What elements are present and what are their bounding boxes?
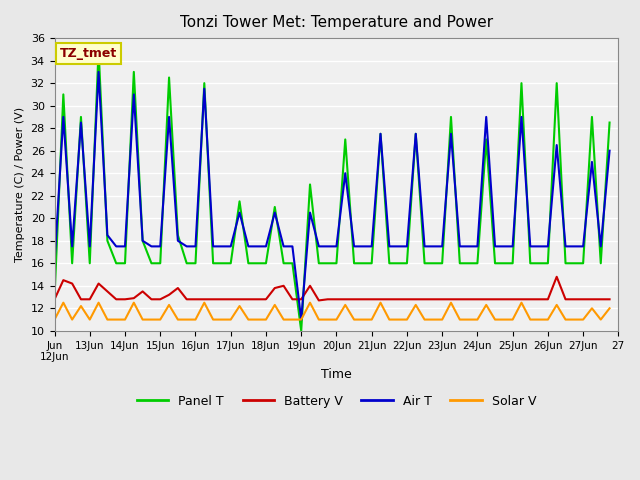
Battery V bbox=[368, 297, 376, 302]
Panel T bbox=[429, 260, 437, 266]
Air T bbox=[289, 243, 296, 249]
Line: Battery V: Battery V bbox=[54, 277, 609, 300]
Battery V bbox=[315, 298, 323, 303]
Air T bbox=[298, 317, 305, 323]
Solar V bbox=[333, 317, 340, 323]
Y-axis label: Temperature (C) / Power (V): Temperature (C) / Power (V) bbox=[15, 107, 25, 262]
Air T bbox=[429, 243, 437, 249]
Battery V bbox=[121, 297, 129, 302]
Line: Solar V: Solar V bbox=[54, 303, 609, 320]
Text: TZ_tmet: TZ_tmet bbox=[60, 47, 117, 60]
Panel T bbox=[377, 131, 385, 137]
Air T bbox=[420, 243, 428, 249]
Solar V bbox=[420, 317, 428, 323]
Panel T bbox=[420, 260, 428, 266]
Air T bbox=[95, 69, 102, 75]
Solar V bbox=[60, 300, 67, 306]
Line: Air T: Air T bbox=[54, 72, 609, 320]
Solar V bbox=[605, 305, 613, 311]
Line: Panel T: Panel T bbox=[54, 49, 609, 331]
Panel T bbox=[605, 120, 613, 125]
Legend: Panel T, Battery V, Air T, Solar V: Panel T, Battery V, Air T, Solar V bbox=[132, 390, 541, 413]
Battery V bbox=[605, 297, 613, 302]
Solar V bbox=[130, 300, 138, 306]
Battery V bbox=[553, 274, 561, 280]
Solar V bbox=[51, 317, 58, 323]
Battery V bbox=[51, 297, 58, 302]
Panel T bbox=[289, 260, 296, 266]
Air T bbox=[377, 131, 385, 137]
Panel T bbox=[51, 294, 58, 300]
Solar V bbox=[412, 302, 420, 308]
Panel T bbox=[95, 47, 102, 52]
Panel T bbox=[130, 69, 138, 75]
Air T bbox=[130, 92, 138, 97]
Battery V bbox=[420, 297, 428, 302]
Panel T bbox=[298, 328, 305, 334]
Panel T bbox=[341, 136, 349, 142]
Air T bbox=[341, 170, 349, 176]
Battery V bbox=[333, 297, 340, 302]
X-axis label: Time: Time bbox=[321, 368, 352, 381]
Solar V bbox=[289, 317, 296, 323]
Air T bbox=[605, 148, 613, 154]
Air T bbox=[51, 260, 58, 266]
Solar V bbox=[368, 317, 376, 323]
Battery V bbox=[280, 283, 287, 288]
Title: Tonzi Tower Met: Temperature and Power: Tonzi Tower Met: Temperature and Power bbox=[180, 15, 493, 30]
Battery V bbox=[412, 297, 420, 302]
